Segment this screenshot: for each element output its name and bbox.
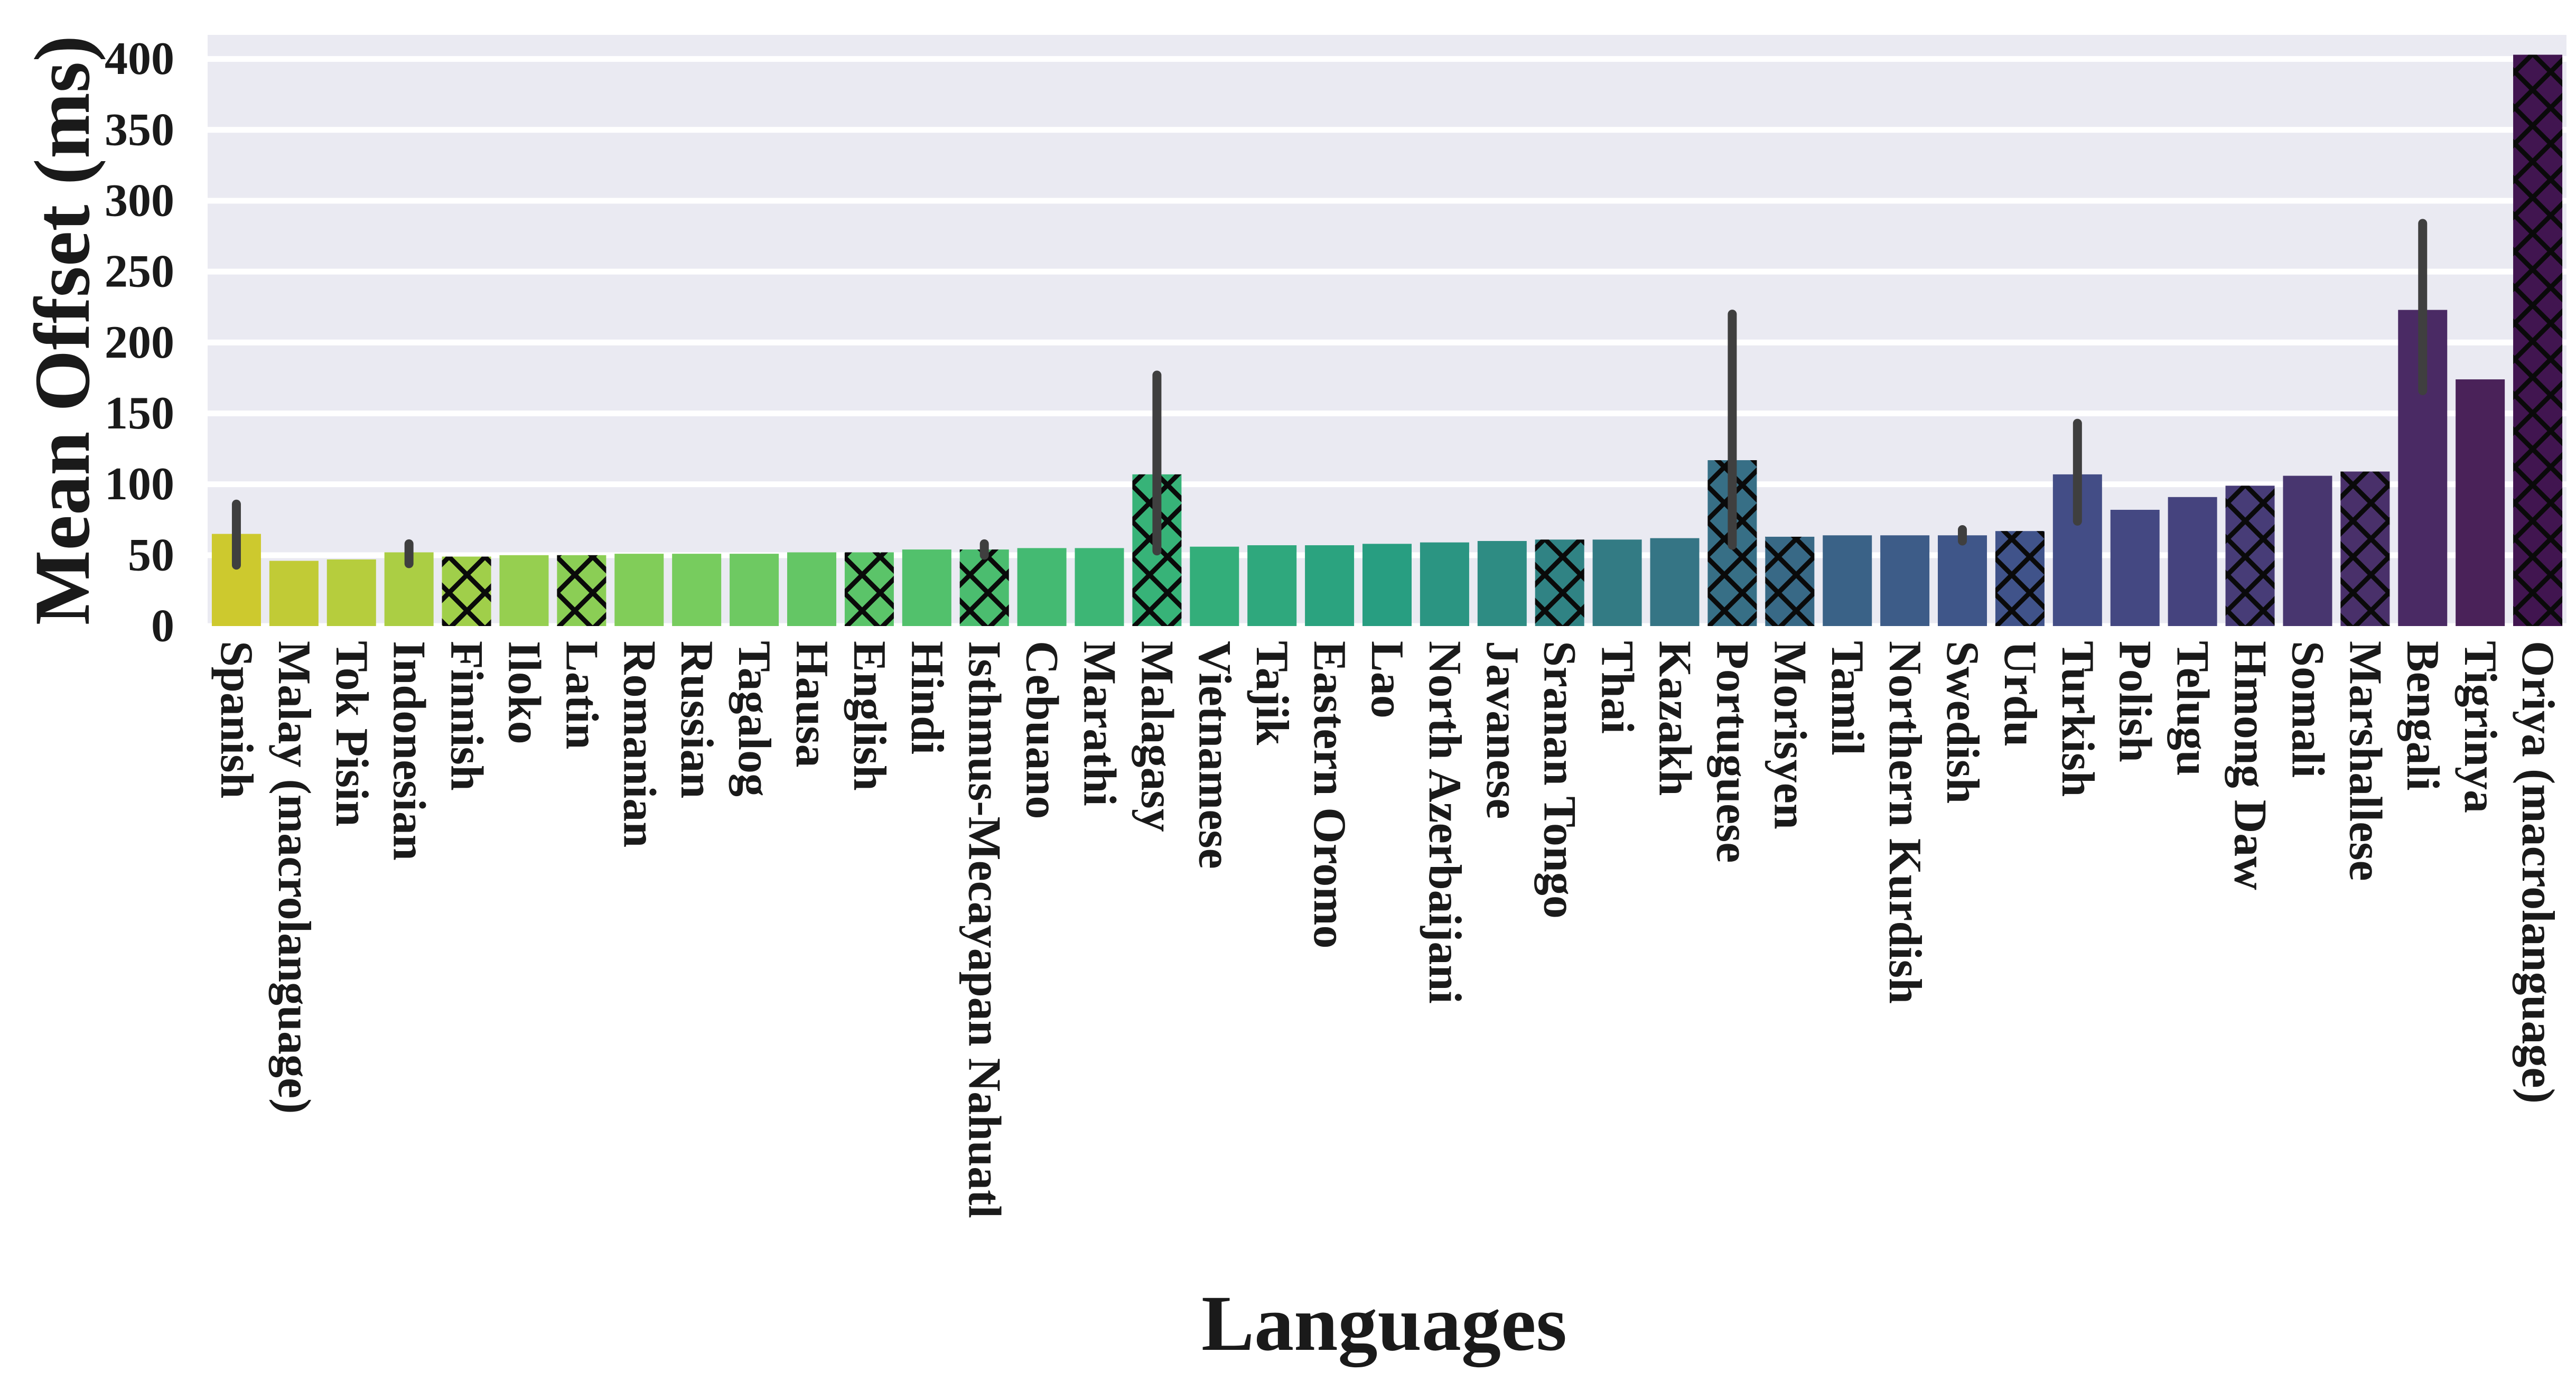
x-tick-label: Malagasy [1131,641,1182,832]
x-tick-label: Bengali [2397,641,2448,791]
bar [1305,545,1355,626]
bar-hatch [959,549,1009,626]
x-tick-label: Cebuano [1016,641,1068,819]
bar [787,552,836,626]
y-tick-label: 0 [151,601,174,652]
x-tick-label: Polish [2110,641,2161,762]
bar [1592,539,1642,626]
bar [1190,546,1239,626]
y-tick-label: 150 [105,388,174,439]
bar [1650,538,1700,626]
bar [672,554,722,626]
bar [1362,544,1412,626]
bar [2283,475,2332,626]
x-tick-label: Eastern Oromo [1304,641,1355,949]
bar [730,554,779,626]
bar-hatch [2225,486,2275,626]
bar-hatch [442,556,491,626]
bar [902,549,951,626]
x-tick-label: Vietnamese [1189,641,1240,869]
x-tick-label: Tigrinya [2454,641,2506,813]
x-tick-label: Morisyen [1764,641,1815,829]
x-tick-label: Lao [1361,641,1413,719]
y-tick-label: 200 [105,317,174,368]
bar [1477,540,1527,626]
x-tick-label: Hmong Daw [2225,641,2276,890]
bar [614,554,664,626]
bar [2456,379,2505,626]
y-tick-label: 300 [105,175,174,226]
x-tick-label: Oriya (macrolanguage) [2512,641,2563,1104]
bar-hatch [1995,531,2045,626]
bar-hatch [2340,471,2390,626]
bar [1075,548,1124,626]
x-tick-label: Telugu [2167,641,2218,776]
x-tick-label: Tok Pisin [326,641,377,826]
bar [1823,535,1872,626]
x-tick-label: Romanian [613,641,665,847]
x-tick-label: Tajik [1246,641,1298,745]
y-tick-label: 100 [105,459,174,510]
bar [326,559,376,626]
bar [2168,497,2217,626]
x-tick-label: Urdu [1994,641,2046,747]
bar-hatch [1765,536,1815,626]
x-tick-label: Indonesian [384,641,435,861]
x-tick-label: Hindi [901,641,953,754]
bar [499,555,549,626]
y-tick-label: 250 [105,246,174,297]
x-tick-label: Swedish [1937,641,1988,804]
x-tick-label: Russian [671,641,722,798]
bar [1017,548,1067,626]
bar-hatch [557,555,606,626]
y-tick-label: 350 [105,104,174,155]
bar-hatch [2513,54,2563,626]
x-tick-label: Portuguese [1706,641,1758,863]
x-axis-title: Languages [1201,1280,1567,1367]
bar [2110,509,2160,626]
x-tick-label: Sranan Tongo [1534,641,1585,919]
bar [1420,542,1469,626]
x-tick-label: North Azerbaijani [1419,641,1470,1004]
bar [269,561,319,626]
y-tick-label: 400 [105,33,174,85]
x-tick-label: Marathi [1074,641,1125,806]
x-tick-label: English [844,641,895,791]
x-tick-label: Northern Kurdish [1879,641,1930,1004]
bar-hatch [844,552,894,626]
x-tick-label: Isthmus-Mecayapan Nahuatl [959,641,1010,1218]
x-tick-label: Spanish [211,641,262,798]
bar [1880,535,1930,626]
x-tick-label: Finnish [441,641,492,791]
y-tick-label: 50 [128,529,174,581]
x-tick-label: Javanese [1477,641,1528,819]
x-tick-label: Marshallese [2339,641,2391,881]
x-tick-label: Turkish [2052,641,2103,797]
y-axis-title: Mean Offset (ms) [18,35,106,626]
x-tick-label: Iloko [498,641,549,744]
bar-hatch [1535,539,1584,626]
x-tick-label: Thai [1592,641,1643,734]
x-tick-label: Latin [556,641,607,749]
bar [1247,545,1297,626]
x-tick-label: Tamil [1822,641,1873,755]
x-tick-label: Hausa [786,641,837,768]
x-tick-label: Malay (macrolanguage) [268,641,320,1114]
x-tick-label: Kazakh [1649,641,1701,796]
x-tick-label: Tagalog [729,641,780,797]
bar [1938,535,1987,626]
x-tick-label: Somali [2282,641,2333,778]
